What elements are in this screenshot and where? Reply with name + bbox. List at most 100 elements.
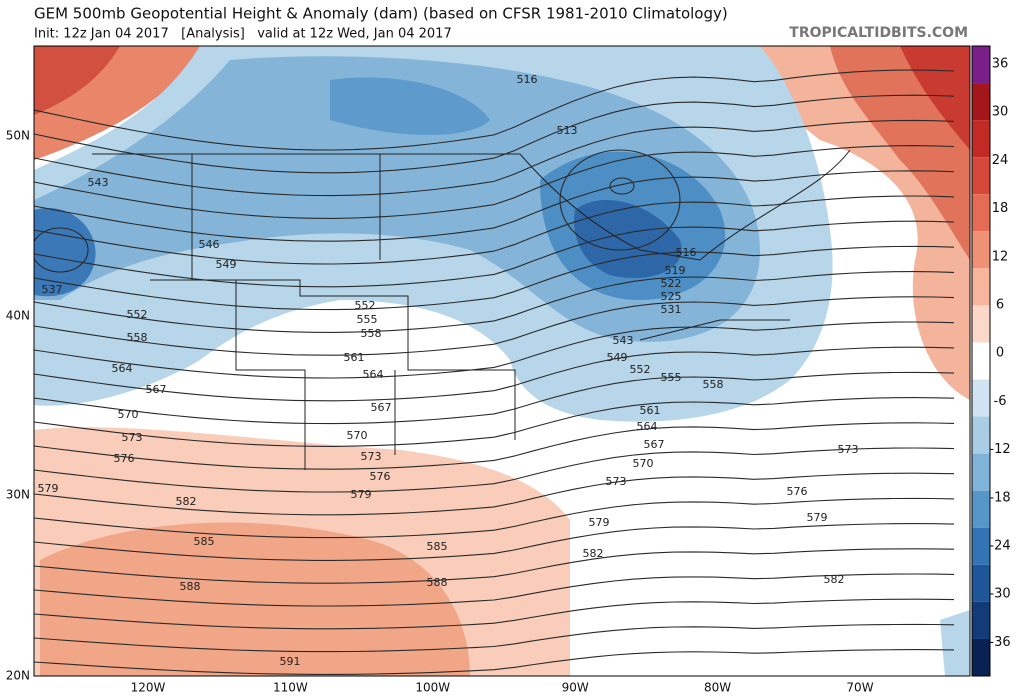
contour-line xyxy=(34,497,955,539)
contour-label: 543 xyxy=(88,176,109,189)
contour-label: 564 xyxy=(112,362,133,375)
contour-line xyxy=(34,69,955,151)
map-frame xyxy=(33,45,971,677)
contour-label: 564 xyxy=(637,420,658,433)
contour-line xyxy=(34,119,955,197)
contour-line xyxy=(559,149,681,251)
contour-line xyxy=(34,397,955,447)
contour-line xyxy=(34,227,89,273)
contour-label: 561 xyxy=(640,404,661,417)
contour-line xyxy=(34,472,955,516)
contour-line xyxy=(34,245,955,311)
contour-label: 570 xyxy=(347,429,368,442)
contour-label: 570 xyxy=(118,408,139,421)
contour-label: 579 xyxy=(351,488,372,501)
contour-label: 519 xyxy=(665,264,686,277)
contour-label: 573 xyxy=(838,443,859,456)
contour-line xyxy=(34,220,955,288)
colorbar-label: -18 xyxy=(989,490,1010,505)
colorbar-swatch xyxy=(972,83,990,121)
contour-line xyxy=(34,371,955,425)
colorbar-label: -24 xyxy=(989,539,1010,554)
subtitle: Init: 12z Jan 04 2017 [Analysis] valid a… xyxy=(34,27,452,42)
contour-label: 585 xyxy=(427,540,448,553)
contour-line xyxy=(34,623,955,653)
contour-label: 573 xyxy=(122,431,143,444)
contour-line xyxy=(34,548,955,584)
brand: TROPICALTIDBITS.COM xyxy=(789,25,968,41)
colorbar-swatch xyxy=(972,379,990,417)
colorbar-label: 0 xyxy=(996,346,1004,361)
title: GEM 500mb Geopotential Height & Anomaly … xyxy=(34,5,728,23)
latitude-label: 30N xyxy=(6,488,30,502)
contour-label: 555 xyxy=(661,371,682,384)
contour-line xyxy=(34,346,955,402)
colorbar-swatch xyxy=(972,490,990,528)
longitude-label: 80W xyxy=(704,681,731,695)
colorbar-label: 36 xyxy=(992,57,1009,72)
contour-label: 558 xyxy=(361,327,382,340)
colorbar-swatch xyxy=(972,231,990,269)
contour-label: 549 xyxy=(607,351,628,364)
colorbar-label: -6 xyxy=(994,394,1007,409)
contour-label: 582 xyxy=(824,573,845,586)
contour-label: 582 xyxy=(583,547,604,560)
contour-label: 567 xyxy=(644,438,665,451)
contour-label: 552 xyxy=(630,363,651,376)
latitude-label: 20N xyxy=(6,669,30,683)
longitude-label: 100W xyxy=(415,681,450,695)
colorbar-label: 18 xyxy=(992,201,1009,216)
contour-label: 576 xyxy=(114,452,135,465)
contour-label: 573 xyxy=(606,475,627,488)
contour-label: 576 xyxy=(370,470,391,483)
contour-label: 543 xyxy=(613,334,634,347)
contour-label: 582 xyxy=(176,495,197,508)
contour-line xyxy=(34,170,955,242)
colorbar-swatch xyxy=(972,638,990,676)
colorbar-label: 30 xyxy=(992,105,1009,120)
longitude-label: 90W xyxy=(562,681,589,695)
contour-label: 516 xyxy=(676,246,697,259)
contour-line xyxy=(34,523,955,561)
colorbar-swatch xyxy=(972,120,990,158)
contour-line xyxy=(34,94,955,174)
contour-line xyxy=(34,321,955,379)
contour-label: 579 xyxy=(807,511,828,524)
contour-label: 585 xyxy=(194,535,215,548)
contours xyxy=(34,69,955,675)
latitude-label: 50N xyxy=(6,129,30,143)
contour-label: 525 xyxy=(661,290,682,303)
colorbar-label: -30 xyxy=(989,587,1010,602)
contour-label: 588 xyxy=(427,576,448,589)
contour-label: 567 xyxy=(371,401,392,414)
contour-label: 552 xyxy=(127,308,148,321)
contour-label: 576 xyxy=(787,485,808,498)
colorbar-swatch xyxy=(972,268,990,306)
contour-label: 522 xyxy=(661,277,682,290)
colorbar-swatch xyxy=(972,305,990,343)
contour-label: 564 xyxy=(363,368,384,381)
colorbar-swatch xyxy=(972,601,990,639)
contour-label: 552 xyxy=(355,299,376,312)
colorbar-label: -36 xyxy=(989,635,1010,650)
contour-label: 555 xyxy=(357,313,378,326)
colorbar-label: 6 xyxy=(996,298,1004,313)
colorbar-swatch xyxy=(972,342,990,380)
latitude-label: 40N xyxy=(6,309,30,323)
contour-line xyxy=(34,195,955,265)
contour-label: 558 xyxy=(127,331,148,344)
colorbar: 36 30 24 18 12 6 0 -6 -12 -18 -24 -30 -36 xyxy=(971,45,1011,677)
contour-label: 561 xyxy=(344,351,365,364)
colorbar-label: -12 xyxy=(989,442,1010,457)
longitude-label: 110W xyxy=(273,681,308,695)
contour-label: 588 xyxy=(180,580,201,593)
colorbar-frame xyxy=(971,45,991,677)
contour-label: 531 xyxy=(661,303,682,316)
colorbar-label: 12 xyxy=(992,249,1009,264)
contour-line xyxy=(34,573,955,607)
colorbar-swatch xyxy=(972,157,990,195)
contour-label: 573 xyxy=(361,450,382,463)
contour-label: 579 xyxy=(589,516,610,529)
contour-label: 591 xyxy=(280,655,301,668)
